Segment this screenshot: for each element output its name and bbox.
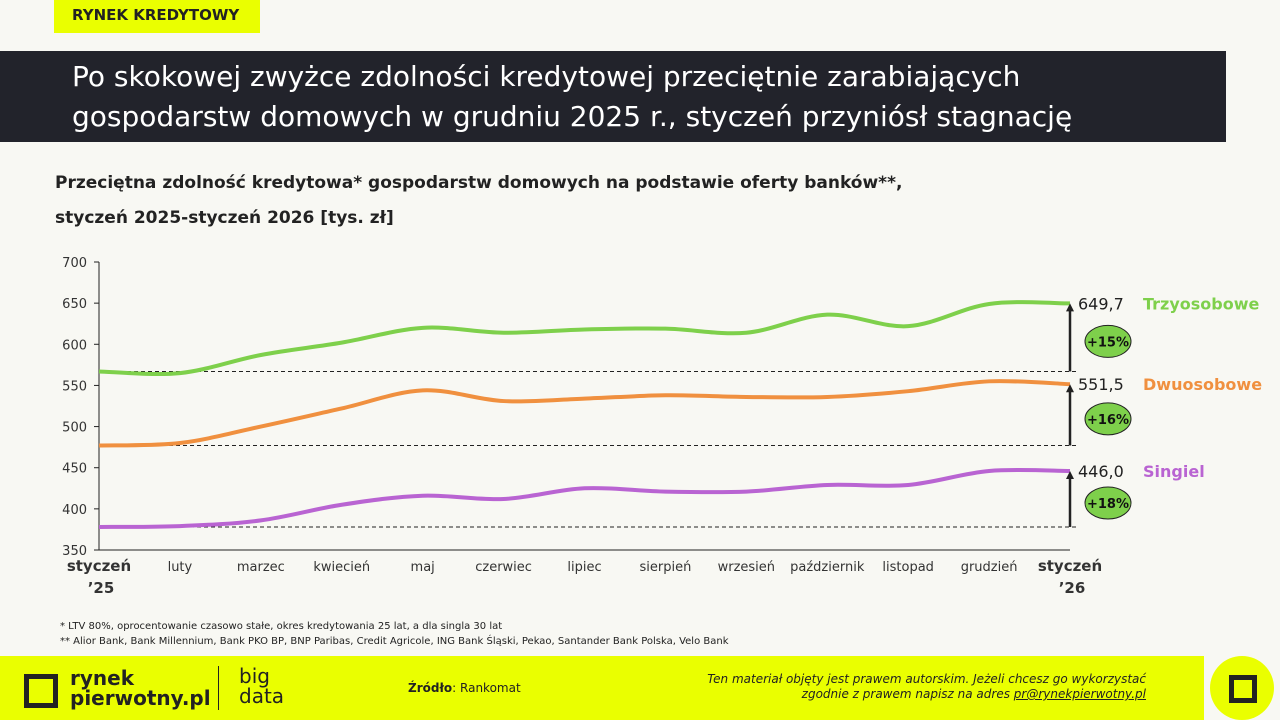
corner-logo xyxy=(1210,656,1274,720)
chart-subtitle: styczeń 2025-styczeń 2026 [tys. zł] xyxy=(55,208,394,228)
change-badge xyxy=(1084,324,1132,358)
footnote-1: * LTV 80%, oprocentowanie czasowo stałe,… xyxy=(60,621,503,632)
arrow-head-icon xyxy=(1066,303,1074,312)
y-tick-label: 550 xyxy=(62,379,87,394)
x-tick-label: maj xyxy=(411,560,435,575)
x-tick-label: sierpień xyxy=(639,560,691,575)
data-text: data xyxy=(239,684,285,708)
change-badge-label: +18% xyxy=(1087,497,1129,512)
y-tick-label: 500 xyxy=(62,421,87,436)
series-line-Singiel xyxy=(98,467,1071,529)
end-value-label: 551,5 xyxy=(1078,375,1124,394)
x-tick-label: kwiecień xyxy=(313,560,370,575)
x-tick-label: luty xyxy=(168,560,193,575)
y-tick-label: 400 xyxy=(62,503,87,518)
x-tick-label: ’25 xyxy=(88,579,115,597)
logo-text-2: pierwotny.pl xyxy=(70,686,211,710)
section-tag: RYNEK KREDYTOWY xyxy=(54,0,260,33)
change-badge-label: +16% xyxy=(1087,413,1129,428)
title-line-2: gospodarstw domowych w grudniu 2025 r., … xyxy=(72,100,1073,133)
chart-title-line: Przeciętna zdolność kredytowa* gospodars… xyxy=(55,173,903,193)
logo: rynek pierwotny.pl xyxy=(24,668,211,708)
chart-title: Przeciętna zdolność kredytowa* gospodars… xyxy=(55,166,902,236)
logo-text-1: rynek xyxy=(70,666,135,690)
x-tick-label: październik xyxy=(790,560,865,575)
title-line-1: Po skokowej zwyżce zdolności kredytowej … xyxy=(72,60,1021,93)
arrow-head-icon xyxy=(1066,384,1074,393)
x-tick-label: wrzesień xyxy=(718,560,775,575)
copyright-line-1: Ten materiał objęty jest prawem autorski… xyxy=(707,672,1146,686)
footnote-2: ** Alior Bank, Bank Millennium, Bank PKO… xyxy=(60,636,729,647)
logo-square-icon xyxy=(1229,675,1257,703)
end-value-label: 649,7 xyxy=(1078,294,1124,313)
x-tick-label: marzec xyxy=(237,560,285,575)
x-tick-label: lipiec xyxy=(567,560,601,575)
legend-label: Singiel xyxy=(1143,462,1205,481)
footer: rynek pierwotny.pl big data Źródło: Rankom… xyxy=(0,656,1204,720)
series-line-Trzyosobowe xyxy=(98,300,1071,376)
source: Źródło: Rankomat xyxy=(408,681,521,695)
change-badge-label: +15% xyxy=(1087,335,1129,350)
arrow-head-icon xyxy=(1066,471,1074,480)
y-tick-label: 600 xyxy=(62,338,87,353)
page-title: Po skokowej zwyżce zdolności kredytowej … xyxy=(0,51,1226,142)
logo-square-icon xyxy=(24,674,58,708)
end-value-label: 446,0 xyxy=(1078,462,1124,481)
y-tick-label: 350 xyxy=(62,544,87,559)
x-tick-label: styczeń xyxy=(1038,557,1102,575)
x-tick-label: ’26 xyxy=(1059,579,1086,597)
legend-label: Dwuosobowe xyxy=(1143,375,1262,394)
big-text: big xyxy=(239,664,270,688)
x-tick-label: styczeń xyxy=(67,557,131,575)
change-badge xyxy=(1084,486,1132,520)
x-tick-label: grudzień xyxy=(961,560,1018,575)
email-link[interactable]: pr@rynekpierwotny.pl xyxy=(1013,687,1146,701)
source-value: : Rankomat xyxy=(452,681,521,695)
x-tick-label: czerwiec xyxy=(475,560,532,575)
footnotes: * LTV 80%, oprocentowanie czasowo stałe,… xyxy=(60,619,729,649)
change-badge xyxy=(1084,402,1132,436)
y-tick-label: 450 xyxy=(62,462,87,477)
copyright-note: Ten materiał objęty jest prawem autorski… xyxy=(707,672,1146,702)
y-tick-label: 650 xyxy=(62,297,87,312)
y-tick-label: 700 xyxy=(62,256,87,271)
copyright-line-2: zgodnie z prawem napisz na adres xyxy=(801,687,1014,701)
legend-label: Trzyosobowe xyxy=(1143,294,1260,313)
big-data-logo: big data xyxy=(218,666,284,710)
series-line-Dwuosobowe xyxy=(98,379,1071,448)
x-tick-label: listopad xyxy=(882,560,934,575)
source-label: Źródło xyxy=(408,681,453,695)
